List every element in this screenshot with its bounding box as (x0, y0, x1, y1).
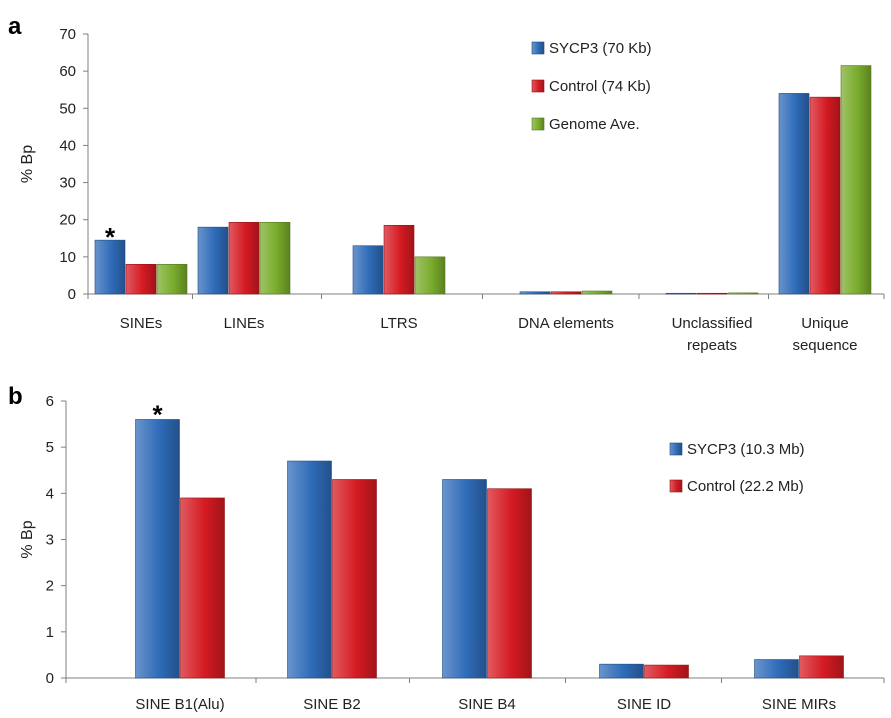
y-tick-label: 1 (46, 624, 54, 641)
bar-a-s2-c3 (581, 290, 613, 295)
bar-b-s1-c1 (332, 479, 377, 679)
panel-letter-a: a (8, 13, 22, 40)
legend-b: SYCP3 (10.3 Mb) Control (22.2 Mb) (669, 441, 805, 495)
legend-swatch (669, 479, 683, 493)
x-category-label: SINE B1(Alu) (135, 696, 224, 713)
bar-a-s1-c1 (228, 222, 260, 295)
bar-b-s0-c0 (135, 419, 180, 679)
bar-a-s2-c0 (156, 263, 188, 295)
legend-swatch (531, 79, 545, 93)
bar-a-s0-c5 (778, 93, 810, 295)
bar-a-s2-c2 (414, 256, 446, 295)
bar-b-s1-c4 (799, 655, 844, 679)
bar-a-s2-c5 (840, 65, 872, 295)
legend-label: Control (74 Kb) (549, 78, 651, 95)
bar-a-s2-c4 (727, 292, 759, 295)
y-tick-label: 6 (46, 393, 54, 410)
x-category-label: Unclassified repeats (672, 315, 753, 354)
y-tick-label: 70 (59, 26, 76, 43)
bar-b-s1-c2 (487, 488, 532, 679)
x-category-label: Unique sequence (792, 315, 857, 354)
bar-a-s0-c4 (665, 292, 697, 295)
y-tick-label: 30 (59, 175, 76, 192)
y-tick-label: 0 (68, 286, 76, 303)
bar-a-s0-c1 (197, 226, 229, 295)
legend-a: SYCP3 (70 Kb) Control (74 Kb) Genome Ave. (531, 40, 652, 133)
legend-label: Genome Ave. (549, 116, 640, 133)
y-tick-label: 4 (46, 485, 54, 502)
bar-a-s0-c3 (519, 291, 551, 295)
bar-b-s0-c2 (442, 479, 487, 679)
bar-a-s0-c0 (94, 239, 126, 295)
legend-label: SYCP3 (10.3 Mb) (687, 441, 805, 458)
legend-label: SYCP3 (70 Kb) (549, 40, 652, 57)
bar-b-s0-c1 (287, 460, 332, 679)
significance-asterisk: * (105, 222, 116, 252)
y-tick-label: 5 (46, 439, 54, 456)
x-category-label: SINEs (120, 315, 163, 332)
bar-b-s0-c4 (754, 659, 799, 679)
bar-a-s1-c0 (125, 263, 157, 295)
y-tick-label: 40 (59, 137, 76, 154)
bar-a-s1-c5 (809, 96, 841, 295)
y-axis-label: % Bp (19, 520, 36, 558)
bar-b-s1-c0 (180, 497, 225, 679)
x-category-label: SINE ID (617, 696, 671, 713)
y-tick-label: 50 (59, 100, 76, 117)
bar-a-s1-c2 (383, 224, 415, 295)
x-category-label: DNA elements (518, 315, 614, 332)
x-category-label: LINEs (224, 315, 265, 332)
y-axis-label: % Bp (19, 145, 36, 183)
x-category-label: SINE MIRs (762, 696, 836, 713)
y-tick-label: 20 (59, 212, 76, 229)
x-category-label: SINE B2 (303, 696, 361, 713)
bar-a-s0-c2 (352, 245, 384, 295)
y-tick-label: 10 (59, 249, 76, 266)
chart-panel-b: b % Bp 0 1 2 3 4 5 6 SINE B1(Alu) SINE B2 SINE B4 SI… (8, 383, 885, 713)
legend-label: Control (22.2 Mb) (687, 478, 804, 495)
legend-swatch (531, 41, 545, 55)
y-tick-label: 3 (46, 532, 54, 549)
bar-b-s0-c3 (599, 663, 644, 679)
y-tick-label: 0 (46, 670, 54, 687)
bar-a-s2-c1 (259, 222, 291, 295)
y-tick-label: 2 (46, 578, 54, 595)
panel-letter-b: b (8, 383, 23, 410)
x-category-label: LTRS (380, 315, 417, 332)
bar-a-s1-c4 (696, 292, 728, 295)
significance-asterisk: * (152, 399, 163, 429)
legend-swatch (669, 442, 683, 456)
y-tick-label: 60 (59, 63, 76, 80)
bar-b-s1-c3 (644, 664, 689, 679)
bar-a-s1-c3 (550, 291, 582, 295)
chart-panel-a: a % Bp 0 10 20 30 40 50 60 70 SINEs LINEs LTRS DNA el… (8, 13, 885, 354)
legend-swatch (531, 117, 545, 131)
x-category-label: SINE B4 (458, 696, 516, 713)
